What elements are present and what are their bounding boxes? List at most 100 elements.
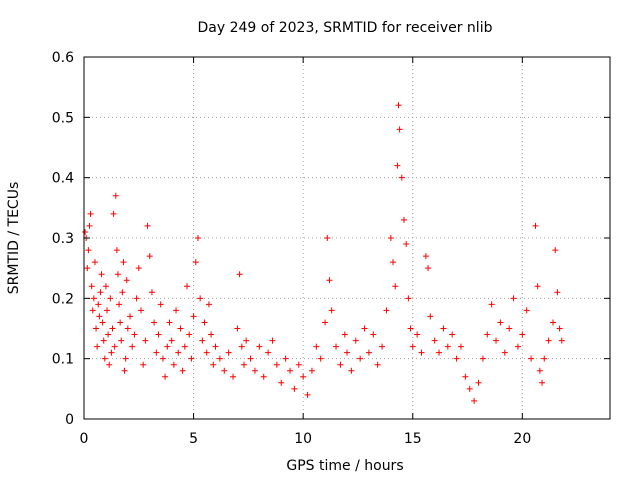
data-point: [142, 337, 149, 344]
data-point: [260, 373, 267, 380]
data-point: [317, 355, 324, 362]
data-point: [295, 361, 302, 368]
data-point: [273, 361, 280, 368]
data-point: [287, 367, 294, 374]
data-point: [300, 373, 307, 380]
data-point: [93, 325, 100, 332]
data-point: [370, 331, 377, 338]
data-point: [425, 265, 432, 272]
data-point: [304, 391, 311, 398]
data-point: [148, 289, 155, 296]
data-point: [113, 247, 120, 254]
data-point: [146, 253, 153, 260]
plot-frame: [83, 56, 611, 420]
data-point: [387, 235, 394, 241]
y-tick-label: 0.6: [52, 50, 74, 66]
data-point: [510, 295, 517, 302]
axis-ticks: 0 0.1 0.2 0.3 0.4 0.5 0.6 0 5 10 15 20: [52, 50, 610, 447]
data-point: [256, 343, 263, 350]
data-point: [396, 126, 403, 133]
data-point: [333, 343, 340, 350]
data-point: [210, 361, 217, 368]
data-point: [168, 337, 175, 344]
data-point: [414, 331, 421, 338]
data-point: [190, 313, 197, 320]
data-point: [471, 397, 478, 404]
data-point: [234, 325, 241, 332]
data-point: [337, 361, 344, 368]
data-point: [247, 355, 254, 362]
data-point: [466, 385, 473, 392]
data-point: [550, 319, 557, 326]
data-point: [188, 355, 195, 362]
data-point: [197, 295, 204, 302]
data-point: [328, 307, 335, 314]
data-point: [162, 373, 169, 380]
data-point: [251, 367, 258, 374]
data-point: [514, 343, 521, 350]
data-point: [106, 361, 113, 368]
data-point: [265, 349, 272, 356]
data-point: [184, 283, 191, 290]
data-point: [208, 331, 215, 338]
data-point: [111, 343, 118, 350]
data-point: [361, 325, 368, 332]
data-point: [199, 337, 206, 344]
data-point: [121, 367, 128, 374]
data-point: [116, 301, 123, 308]
data-point: [440, 325, 447, 332]
data-point: [144, 222, 151, 229]
data-point: [186, 331, 193, 338]
data-point: [151, 319, 158, 326]
data-point: [177, 325, 184, 332]
data-point: [216, 355, 223, 362]
data-point: [166, 319, 173, 326]
data-point: [88, 283, 95, 290]
data-point: [101, 355, 108, 362]
data-point: [129, 343, 136, 350]
data-point: [348, 367, 355, 374]
data-point: [84, 265, 91, 272]
data-point: [313, 343, 320, 350]
data-point: [392, 283, 399, 290]
data-point: [379, 343, 386, 350]
data-point: [205, 301, 212, 308]
data-point: [90, 295, 97, 302]
data-point: [269, 337, 276, 344]
data-point: [120, 259, 127, 266]
data-point: [395, 102, 402, 109]
data-point: [85, 247, 92, 254]
data-point: [394, 162, 401, 169]
data-point: [94, 343, 101, 350]
data-point: [453, 355, 460, 362]
data-point: [179, 367, 186, 374]
data-point: [519, 331, 526, 338]
data-point: [479, 355, 486, 362]
data-point: [104, 307, 111, 314]
data-point: [403, 241, 410, 248]
x-axis-label: GPS time / hours: [286, 458, 403, 474]
data-point: [523, 307, 530, 314]
y-tick-label: 0.2: [52, 291, 74, 307]
data-point: [528, 355, 535, 362]
data-point: [110, 210, 117, 217]
data-point: [203, 349, 210, 356]
data-point: [556, 325, 563, 332]
data-point: [135, 265, 142, 272]
data-point: [278, 379, 285, 386]
data-point: [536, 367, 543, 374]
data-point: [308, 367, 315, 374]
y-tick-label: 0.1: [52, 352, 74, 368]
data-point: [230, 373, 237, 380]
data-point: [192, 259, 199, 266]
data-point: [484, 331, 491, 338]
data-point: [155, 331, 162, 338]
data-point: [357, 355, 364, 362]
y-tick-label: 0: [65, 412, 74, 428]
data-point: [400, 216, 407, 223]
data-point: [422, 253, 429, 260]
data-point: [170, 361, 177, 368]
data-point: [418, 349, 425, 356]
data-point: [405, 295, 412, 302]
